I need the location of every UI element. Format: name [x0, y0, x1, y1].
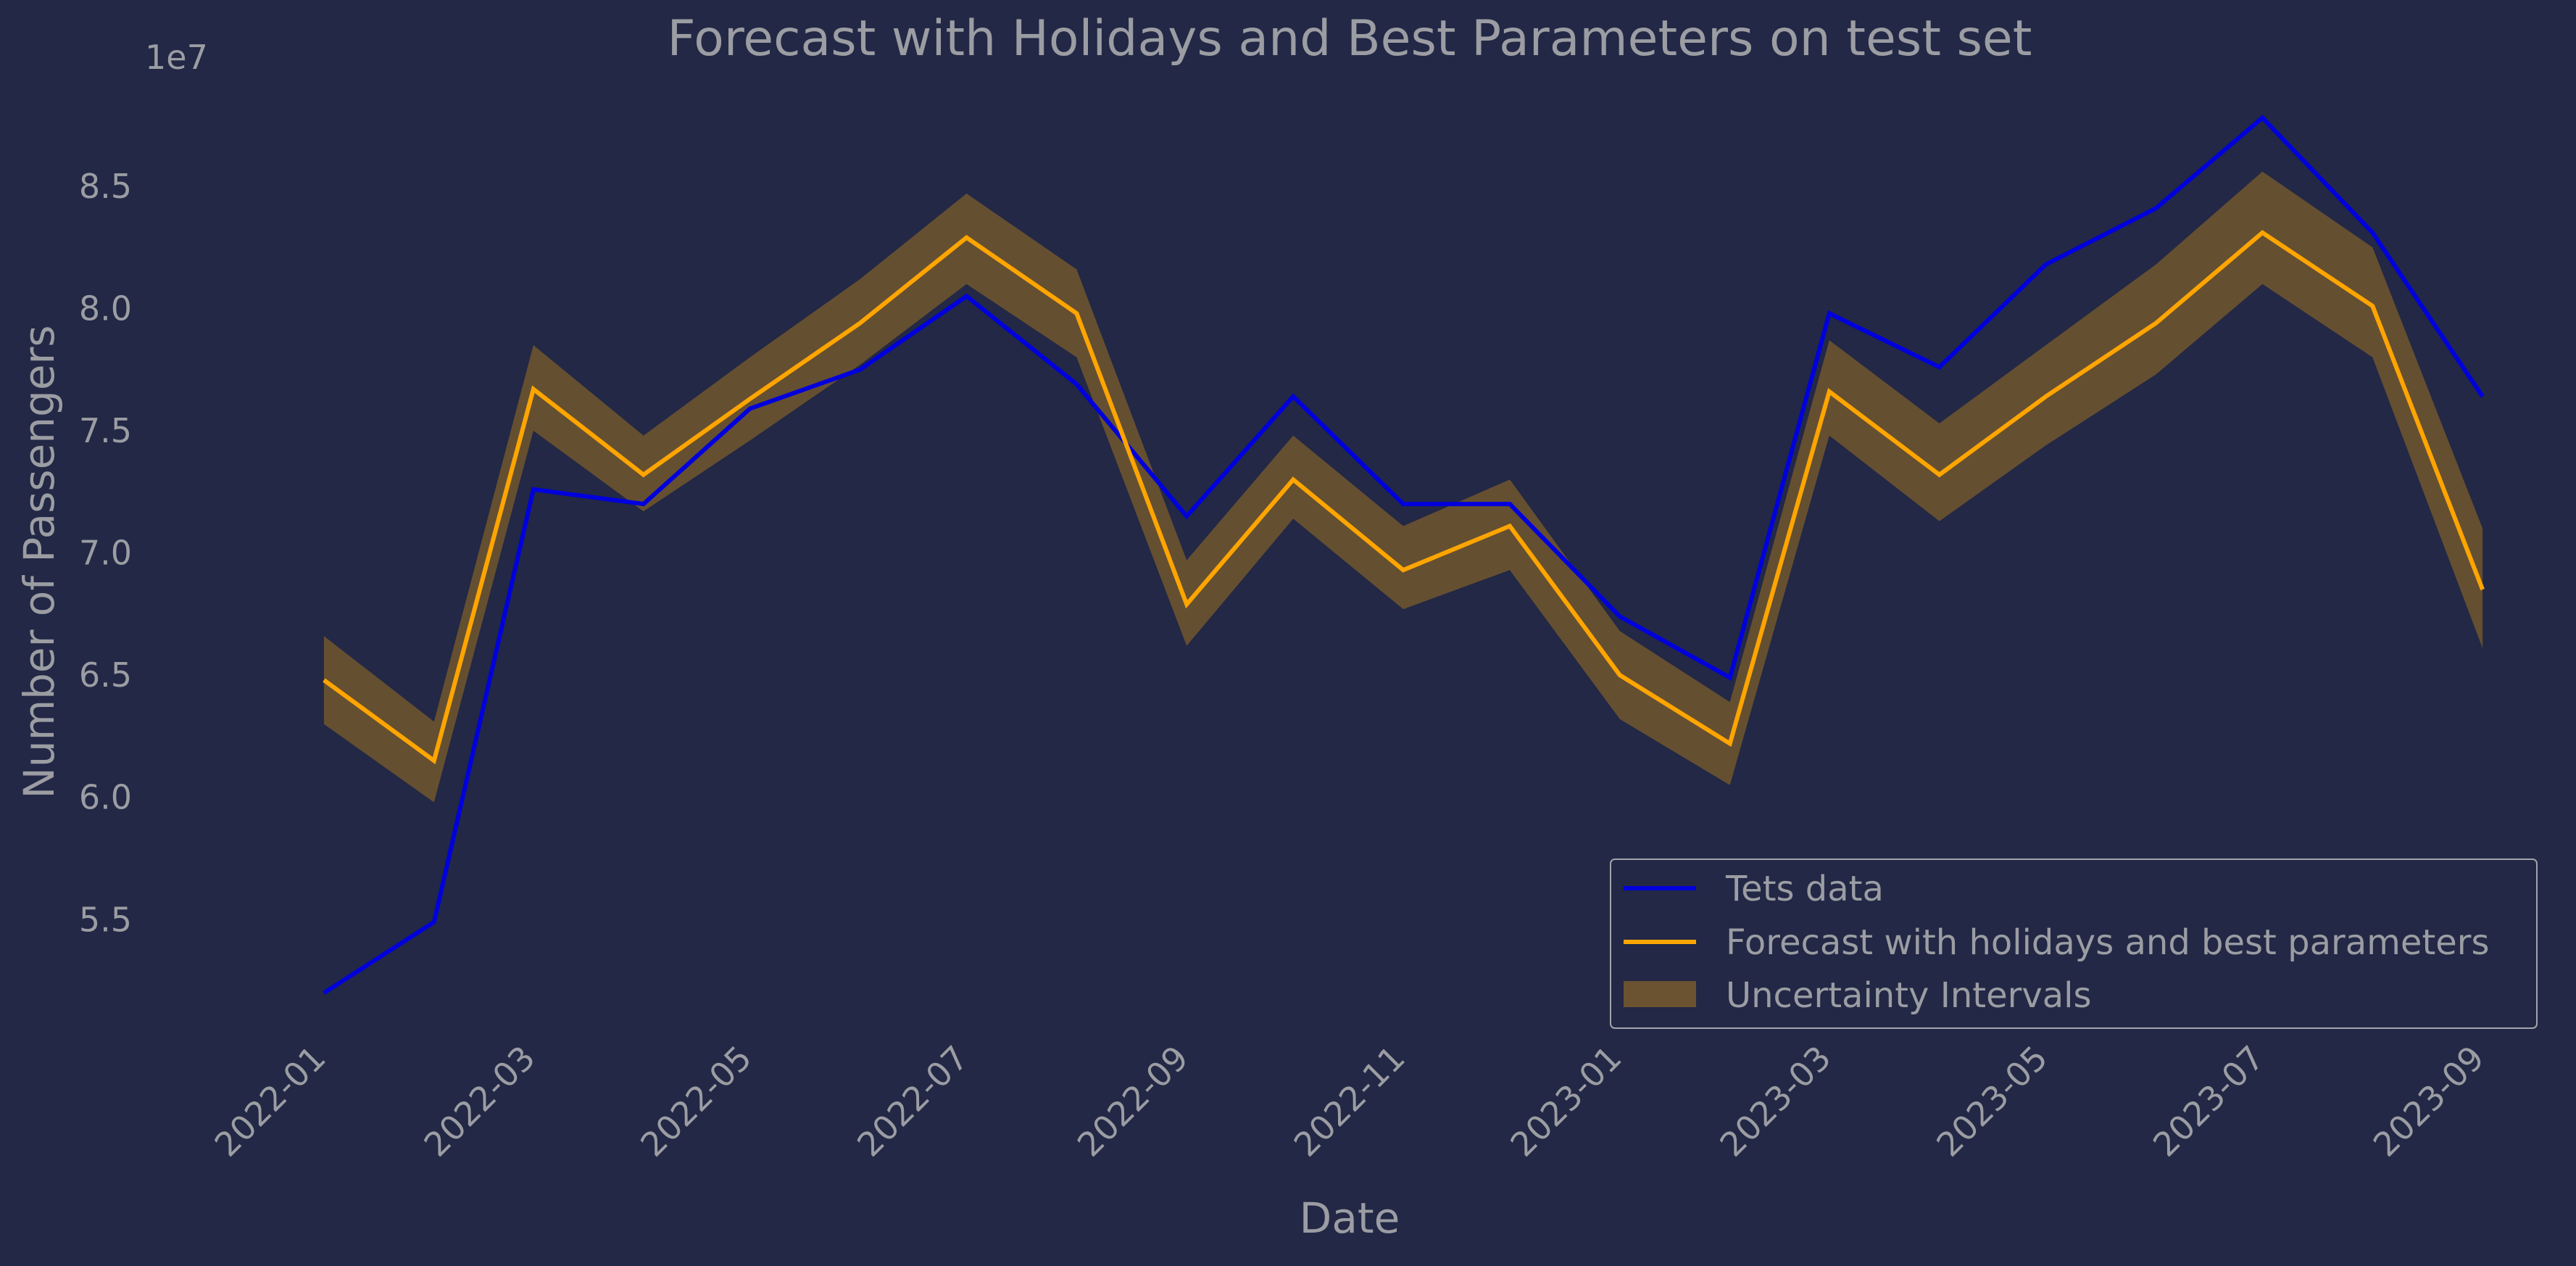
series-line-forecast: [323, 230, 2485, 765]
legend-label-test-data: Tets data: [1725, 869, 1884, 909]
x-axis-label: Date: [1300, 1193, 1400, 1243]
y-tick-label: 8.0: [79, 289, 132, 328]
legend-box: [1610, 859, 2538, 1029]
legend-swatch-uncertainty: [1624, 981, 1696, 1007]
plot-area: [323, 115, 2485, 995]
y-tick-label: 6.5: [79, 655, 132, 695]
y-tick-label: 5.5: [79, 900, 132, 939]
y-axis-ticks: 5.5 6.0 6.5 7.0 7.5 8.0 8.5: [79, 167, 132, 940]
uncertainty-band: [323, 171, 2483, 803]
y-axis-offset-label: 1e7: [145, 38, 208, 77]
y-tick-label: 7.5: [79, 411, 132, 450]
legend: Tets data Forecast with holidays and bes…: [1610, 859, 2538, 1029]
legend-label-forecast: Forecast with holidays and best paramete…: [1726, 922, 2490, 963]
y-tick-label: 6.0: [79, 778, 132, 817]
y-tick-label: 8.5: [79, 167, 132, 206]
legend-label-uncertainty: Uncertainty Intervals: [1726, 975, 2092, 1016]
series-line-test-data: [323, 115, 2485, 995]
y-tick-label: 7.0: [79, 534, 132, 573]
chart-title: Forecast with Holidays and Best Paramete…: [668, 10, 2032, 67]
y-axis-label: Number of Passengers: [14, 325, 64, 798]
